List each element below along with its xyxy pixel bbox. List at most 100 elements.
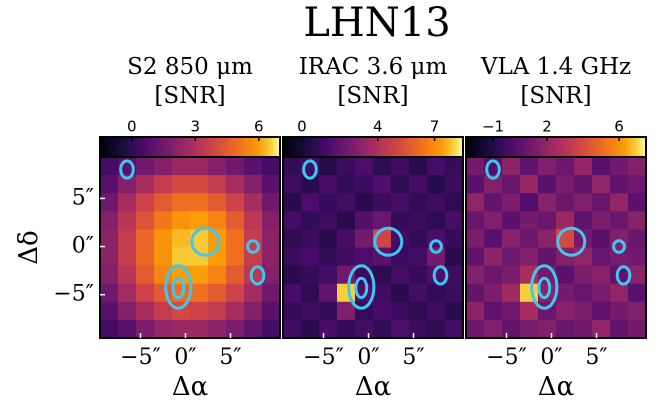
heatmap-cell (100, 175, 119, 194)
heatmap-cell (226, 283, 245, 303)
heatmap-cell (262, 175, 281, 194)
heatmap-cell (574, 319, 593, 339)
heatmap-cell (172, 301, 191, 321)
heatmap-cell (355, 301, 374, 321)
heatmap-cell (391, 175, 410, 194)
heatmap-cell (592, 193, 611, 212)
heatmap-cell (355, 193, 374, 212)
heatmap-cell (355, 319, 374, 339)
heatmap-cell (538, 229, 557, 248)
heatmap-cell (409, 319, 428, 339)
heatmap-cell (520, 157, 539, 176)
heatmap-cell (100, 157, 119, 176)
contour (302, 159, 318, 180)
heatmap-cell (319, 157, 338, 176)
heatmap-cell (301, 265, 320, 285)
heatmap-cell (262, 283, 281, 303)
heatmap-cell (244, 319, 263, 339)
panel-title: [SNR] (154, 83, 225, 109)
heatmap-cell (445, 157, 464, 176)
heatmap-cell (466, 229, 485, 248)
heatmap-cell (154, 157, 173, 176)
heatmap-cell (172, 175, 191, 194)
heatmap-cell (262, 265, 281, 285)
contour (432, 265, 449, 286)
x-tick-label: −5″ (486, 345, 527, 370)
heatmap-cell (628, 157, 647, 176)
heatmap-cell (301, 229, 320, 248)
heatmap-cell (319, 301, 338, 321)
heatmap-cell (355, 247, 374, 266)
heatmap-cell (136, 229, 155, 248)
heatmap-cell (466, 175, 485, 194)
heatmap-cell (427, 265, 446, 285)
heatmap-cell (226, 301, 245, 321)
heatmap-cell (574, 175, 593, 194)
heatmap-cell (208, 301, 227, 321)
heatmap-cell (355, 211, 374, 230)
heatmap-cell (373, 193, 392, 212)
contour (429, 239, 443, 254)
y-tick-label: 0″ (72, 234, 94, 259)
panel-title: [SNR] (337, 83, 408, 109)
heatmap-cell (319, 283, 338, 303)
heatmap-cell (172, 193, 191, 212)
heatmap-cell (628, 283, 647, 303)
heatmap-cell (628, 193, 647, 212)
heatmap-cell (154, 175, 173, 194)
x-axis-label: Δα (172, 372, 208, 402)
heatmap-cell (391, 193, 410, 212)
heatmap-cell (262, 157, 281, 176)
heatmap-cell (319, 247, 338, 266)
heatmap-cell (556, 283, 575, 303)
heatmap-cell (136, 319, 155, 339)
heatmap-cell (301, 319, 320, 339)
heatmap-cell (244, 301, 263, 321)
axes-frame (465, 156, 647, 339)
heatmap-cell (226, 175, 245, 194)
heatmap-cell (574, 211, 593, 230)
heatmap-cell (283, 265, 302, 285)
colorbar-tick-label: 0 (297, 118, 307, 136)
heatmap-cell (484, 193, 503, 212)
heatmap-cell (556, 301, 575, 321)
colorbar (466, 137, 646, 157)
heatmap-cell (154, 211, 173, 230)
heatmap-cell (172, 211, 191, 230)
heatmap-cell (190, 211, 209, 230)
colorbar-tick-label: −1 (482, 118, 504, 136)
heatmap-cell (592, 301, 611, 321)
heatmap-cell (100, 211, 119, 230)
heatmap-cell (118, 175, 137, 194)
heatmap-cell (301, 211, 320, 230)
heatmap-cell (427, 247, 446, 266)
heatmap-cell (574, 157, 593, 176)
contour (249, 265, 266, 286)
heatmap-cell (262, 193, 281, 212)
heatmap-cell (574, 283, 593, 303)
colorbar-tick-label: 6 (614, 118, 624, 136)
heatmap-cell (520, 175, 539, 194)
heatmap-cell (610, 175, 629, 194)
heatmap-cell (262, 229, 281, 248)
contour (485, 159, 501, 180)
contour (164, 264, 193, 310)
heatmap-cell (484, 211, 503, 230)
heatmap-cell (445, 319, 464, 339)
heatmap-cell (373, 319, 392, 339)
heatmap-cell (409, 265, 428, 285)
heatmap-cell (319, 175, 338, 194)
heatmap-cell (427, 283, 446, 303)
heatmap-cell (502, 283, 521, 303)
heatmap-cell (100, 301, 119, 321)
heatmap-cell (337, 247, 356, 266)
heatmap-cell (628, 175, 647, 194)
heatmap-cell (556, 265, 575, 285)
heatmap-cell (100, 193, 119, 212)
heatmap-cell (301, 247, 320, 266)
x-tick-label: 5″ (402, 345, 424, 370)
heatmap-cell (574, 193, 593, 212)
heatmap-cell (190, 301, 209, 321)
heatmap-cell (574, 301, 593, 321)
heatmap-cell (337, 265, 356, 285)
